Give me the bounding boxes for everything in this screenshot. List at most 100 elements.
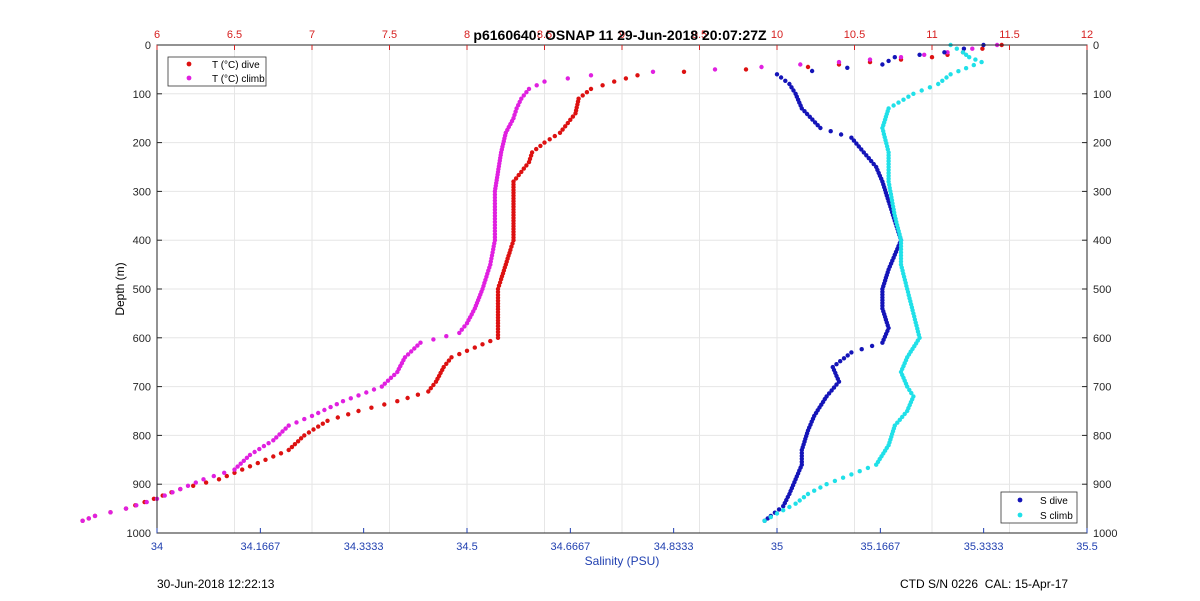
data-point	[513, 176, 519, 181]
data-point	[547, 137, 552, 142]
data-point	[973, 57, 978, 62]
data-point	[563, 124, 568, 129]
data-point	[880, 340, 885, 345]
data-point	[247, 452, 253, 458]
data-point	[232, 467, 237, 472]
data-point	[492, 231, 498, 237]
data-point	[871, 161, 876, 167]
x-bottom-tick-label: 34.8333	[654, 541, 694, 553]
data-point	[568, 117, 573, 123]
data-point	[979, 59, 984, 65]
x-top-tick-label: 11.5	[999, 29, 1020, 41]
y-axis-label: Depth (m)	[113, 262, 127, 315]
data-point	[898, 250, 904, 255]
data-point	[845, 353, 850, 358]
data-point	[509, 244, 514, 249]
data-point	[162, 493, 167, 498]
data-point	[650, 69, 656, 75]
data-point	[526, 159, 532, 165]
data-point	[584, 90, 590, 95]
x-bottom-tick-label: 34.3333	[344, 541, 384, 553]
data-point	[834, 382, 839, 387]
data-point	[496, 283, 502, 288]
data-point	[261, 443, 267, 449]
data-point	[798, 62, 803, 67]
data-point	[211, 473, 216, 479]
data-point	[902, 411, 907, 417]
data-point	[886, 58, 891, 64]
data-point	[415, 343, 420, 348]
data-point	[144, 499, 149, 505]
legend-marker-s-dive	[1017, 497, 1023, 503]
data-point	[335, 415, 340, 420]
data-point	[534, 146, 539, 152]
footer-ctd-info: CTD S/N 0226 CAL: 15-Apr-17	[900, 577, 1069, 591]
data-point	[864, 153, 869, 158]
data-point	[294, 420, 299, 425]
y-tick-label-right: 500	[1093, 284, 1111, 296]
y-tick-label-right: 200	[1093, 138, 1111, 150]
data-point	[905, 408, 910, 414]
data-point	[340, 399, 346, 404]
data-point	[971, 62, 976, 68]
data-point	[278, 451, 284, 456]
data-point	[557, 130, 563, 135]
x-top-tick-label: 8.5	[537, 29, 552, 41]
data-point	[781, 508, 786, 513]
y-axis-right: 0 100 200 300 400 500 600 700 800 900 1000	[1082, 40, 1117, 540]
data-point	[895, 420, 900, 425]
data-point	[203, 480, 209, 485]
data-point	[444, 334, 449, 339]
data-point	[849, 350, 854, 355]
data-point	[252, 449, 257, 455]
data-point	[382, 381, 387, 386]
data-point	[799, 106, 804, 111]
data-point	[762, 518, 767, 523]
data-point	[222, 470, 227, 475]
y-tick-label-left: 100	[133, 89, 151, 101]
data-point	[802, 109, 807, 114]
data-point	[449, 355, 454, 360]
x-top-tick-label: 9.5	[692, 29, 707, 41]
data-point	[521, 93, 526, 98]
data-point	[869, 158, 874, 164]
data-point	[865, 465, 871, 471]
data-point	[238, 461, 243, 466]
data-point	[805, 491, 811, 497]
legend-salinity: S dive S climb	[1000, 491, 1078, 524]
data-point	[346, 412, 351, 417]
data-point	[787, 504, 792, 510]
data-point	[320, 421, 325, 426]
data-point	[247, 464, 253, 469]
y-tick-label-right: 900	[1093, 479, 1111, 491]
chart-title: p6160640: OSNAP 11 29-Jun-2018 20:07:27Z	[473, 27, 767, 43]
data-point	[891, 103, 896, 108]
data-point	[901, 97, 906, 102]
data-point	[292, 442, 298, 447]
data-point	[573, 111, 578, 116]
y-tick-label-right: 100	[1093, 89, 1111, 101]
data-point	[588, 86, 594, 92]
data-point	[538, 143, 543, 149]
data-point	[874, 462, 879, 467]
data-point	[774, 72, 780, 77]
x-bottom-tick-label: 34	[151, 541, 163, 553]
x-bottom-tick-label: 35.5	[1076, 541, 1097, 553]
data-point	[444, 361, 449, 366]
x-bottom-tick-label: 34.5	[456, 541, 477, 553]
series-t-c-dive	[80, 42, 1004, 523]
data-point	[768, 514, 773, 520]
data-point	[263, 457, 268, 462]
data-point	[134, 503, 139, 508]
legend-label-s-dive: S dive	[1040, 496, 1068, 507]
data-point	[840, 475, 846, 480]
data-point	[395, 369, 400, 375]
data-point	[906, 94, 911, 99]
data-point	[909, 390, 914, 396]
data-point	[623, 76, 629, 81]
series-layer	[80, 42, 1004, 523]
data-point	[905, 384, 910, 389]
data-point	[789, 85, 794, 90]
data-point	[286, 447, 291, 453]
data-point	[492, 219, 498, 225]
